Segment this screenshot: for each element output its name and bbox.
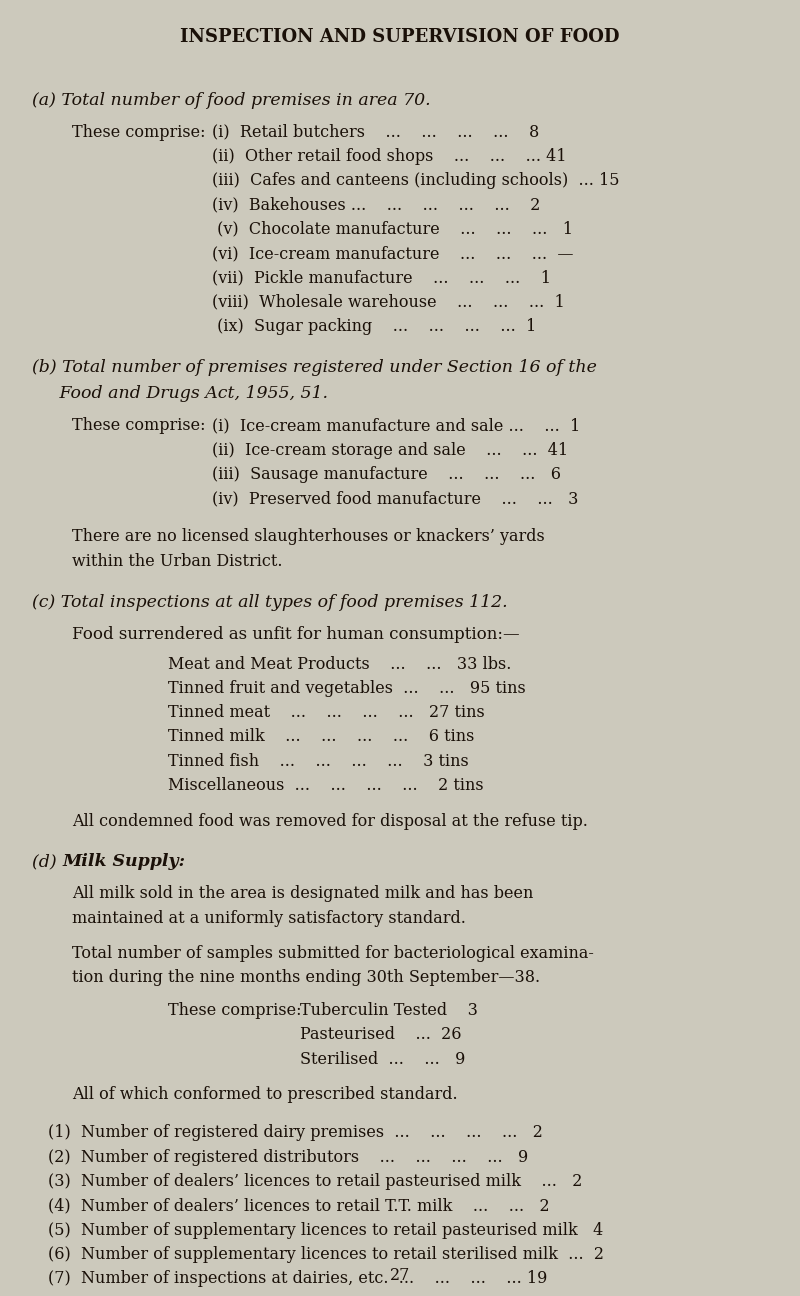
Text: All condemned food was removed for disposal at the refuse tip.: All condemned food was removed for dispo…	[72, 813, 588, 829]
Text: (iii)  Sausage manufacture    ...    ...    ...   6: (iii) Sausage manufacture ... ... ... 6	[212, 467, 561, 483]
Text: Tinned milk    ...    ...    ...    ...    6 tins: Tinned milk ... ... ... ... 6 tins	[168, 728, 474, 745]
Text: Tuberculin Tested    3: Tuberculin Tested 3	[300, 1002, 478, 1019]
Text: (a) Total number of food premises in area 70.: (a) Total number of food premises in are…	[32, 92, 430, 109]
Text: maintained at a uniformly satisfactory standard.: maintained at a uniformly satisfactory s…	[72, 910, 466, 927]
Text: (3)  Number of dealers’ licences to retail pasteurised milk    ...   2: (3) Number of dealers’ licences to retai…	[48, 1173, 582, 1190]
Text: (7)  Number of inspections at dairies, etc.  ...    ...    ...    ... 19: (7) Number of inspections at dairies, et…	[48, 1270, 547, 1287]
Text: (i)  Retail butchers    ...    ...    ...    ...    8: (i) Retail butchers ... ... ... ... 8	[212, 123, 539, 140]
Text: Tinned fruit and vegetables  ...    ...   95 tins: Tinned fruit and vegetables ... ... 95 t…	[168, 680, 526, 697]
Text: These comprise:: These comprise:	[72, 417, 206, 434]
Text: All of which conformed to prescribed standard.: All of which conformed to prescribed sta…	[72, 1086, 458, 1103]
Text: Total number of samples submitted for bacteriological examina-: Total number of samples submitted for ba…	[72, 945, 594, 962]
Text: Food surrendered as unfit for human consumption:—: Food surrendered as unfit for human cons…	[72, 626, 520, 643]
Text: Tinned meat    ...    ...    ...    ...   27 tins: Tinned meat ... ... ... ... 27 tins	[168, 704, 485, 721]
Text: 27: 27	[390, 1267, 410, 1284]
Text: Milk Supply:: Milk Supply:	[62, 854, 186, 871]
Text: (i)  Ice-cream manufacture and sale ...    ...  1: (i) Ice-cream manufacture and sale ... .…	[212, 417, 580, 434]
Text: INSPECTION AND SUPERVISION OF FOOD: INSPECTION AND SUPERVISION OF FOOD	[180, 27, 620, 45]
Text: (vi)  Ice-cream manufacture    ...    ...    ...  —: (vi) Ice-cream manufacture ... ... ... —	[212, 245, 574, 262]
Text: There are no licensed slaughterhouses or knackers’ yards: There are no licensed slaughterhouses or…	[72, 529, 545, 546]
Text: (iv)  Bakehouses ...    ...    ...    ...    ...    2: (iv) Bakehouses ... ... ... ... ... 2	[212, 197, 540, 214]
Text: (1)  Number of registered dairy premises  ...    ...    ...    ...   2: (1) Number of registered dairy premises …	[48, 1125, 543, 1142]
Text: Sterilised  ...    ...   9: Sterilised ... ... 9	[300, 1051, 466, 1068]
Text: Miscellaneous  ...    ...    ...    ...    2 tins: Miscellaneous ... ... ... ... 2 tins	[168, 778, 484, 794]
Text: (c) Total inspections at all types of food premises 112.: (c) Total inspections at all types of fo…	[32, 594, 508, 610]
Text: (viii)  Wholesale warehouse    ...    ...    ...  1: (viii) Wholesale warehouse ... ... ... 1	[212, 294, 565, 311]
Text: (iii)  Cafes and canteens (including schools)  ... 15: (iii) Cafes and canteens (including scho…	[212, 172, 619, 189]
Text: within the Urban District.: within the Urban District.	[72, 553, 282, 570]
Text: (ix)  Sugar packing    ...    ...    ...    ...  1: (ix) Sugar packing ... ... ... ... 1	[212, 318, 536, 336]
Text: tion during the nine months ending 30th September—38.: tion during the nine months ending 30th …	[72, 969, 540, 986]
Text: (5)  Number of supplementary licences to retail pasteurised milk   4: (5) Number of supplementary licences to …	[48, 1222, 603, 1239]
Text: These comprise:: These comprise:	[72, 123, 206, 140]
Text: Pasteurised    ...  26: Pasteurised ... 26	[300, 1026, 462, 1043]
Text: (4)  Number of dealers’ licences to retail T.T. milk    ...    ...   2: (4) Number of dealers’ licences to retai…	[48, 1198, 550, 1214]
Text: Food and Drugs Act, 1955, 51.: Food and Drugs Act, 1955, 51.	[32, 385, 328, 403]
Text: (v)  Chocolate manufacture    ...    ...    ...   1: (v) Chocolate manufacture ... ... ... 1	[212, 220, 573, 238]
Text: Meat and Meat Products    ...    ...   33 lbs.: Meat and Meat Products ... ... 33 lbs.	[168, 656, 511, 673]
Text: (iv)  Preserved food manufacture    ...    ...   3: (iv) Preserved food manufacture ... ... …	[212, 490, 578, 507]
Text: (b) Total number of premises registered under Section 16 of the: (b) Total number of premises registered …	[32, 359, 597, 376]
Text: (6)  Number of supplementary licences to retail sterilised milk  ...  2: (6) Number of supplementary licences to …	[48, 1245, 604, 1262]
Text: (vii)  Pickle manufacture    ...    ...    ...    1: (vii) Pickle manufacture ... ... ... 1	[212, 270, 551, 286]
Text: (d): (d)	[32, 854, 62, 871]
Text: (ii)  Ice-cream storage and sale    ...    ...  41: (ii) Ice-cream storage and sale ... ... …	[212, 442, 568, 459]
Text: (ii)  Other retail food shops    ...    ...    ... 41: (ii) Other retail food shops ... ... ...…	[212, 148, 566, 165]
Text: Tinned fish    ...    ...    ...    ...    3 tins: Tinned fish ... ... ... ... 3 tins	[168, 753, 469, 770]
Text: These comprise:: These comprise:	[168, 1002, 302, 1019]
Text: (2)  Number of registered distributors    ...    ...    ...    ...   9: (2) Number of registered distributors ..…	[48, 1148, 528, 1165]
Text: All milk sold in the area is designated milk and has been: All milk sold in the area is designated …	[72, 885, 534, 902]
